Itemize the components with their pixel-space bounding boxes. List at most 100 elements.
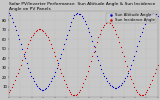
Sun Altitude Angle — [146, 18, 149, 19]
Sun Incidence Angle — [33, 32, 36, 33]
Sun Incidence Angle — [157, 64, 159, 66]
Sun Incidence Angle — [27, 43, 30, 45]
Sun Altitude Angle — [72, 18, 74, 19]
Sun Altitude Angle — [110, 85, 113, 87]
Sun Incidence Angle — [142, 94, 144, 95]
Sun Altitude Angle — [108, 82, 110, 84]
Sun Altitude Angle — [104, 78, 107, 79]
Sun Incidence Angle — [87, 70, 89, 72]
Sun Altitude Angle — [90, 36, 92, 37]
Sun Incidence Angle — [112, 26, 115, 28]
Sun Altitude Angle — [8, 12, 10, 13]
Sun Incidence Angle — [36, 29, 39, 31]
Sun Incidence Angle — [116, 37, 119, 38]
Sun Incidence Angle — [52, 51, 55, 52]
Sun Incidence Angle — [146, 89, 149, 91]
Sun Altitude Angle — [46, 85, 49, 87]
Sun Incidence Angle — [64, 83, 67, 85]
Sun Altitude Angle — [57, 62, 59, 64]
Sun Incidence Angle — [15, 76, 18, 77]
Sun Incidence Angle — [140, 94, 143, 95]
Sun Incidence Angle — [69, 91, 71, 93]
Sun Altitude Angle — [60, 53, 62, 54]
Sun Incidence Angle — [122, 56, 125, 57]
Sun Altitude Angle — [36, 85, 39, 87]
Sun Altitude Angle — [81, 16, 83, 17]
Sun Altitude Angle — [16, 34, 19, 35]
Sun Incidence Angle — [34, 30, 37, 32]
Sun Altitude Angle — [118, 85, 120, 87]
Sun Incidence Angle — [76, 93, 79, 94]
Sun Incidence Angle — [45, 34, 47, 35]
Sun Altitude Angle — [34, 83, 37, 85]
Sun Altitude Angle — [99, 64, 101, 66]
Sun Incidence Angle — [78, 91, 80, 93]
Sun Altitude Angle — [157, 16, 159, 17]
Sun Incidence Angle — [9, 89, 12, 91]
Sun Incidence Angle — [128, 75, 131, 76]
Sun Altitude Angle — [100, 68, 103, 70]
Sun Altitude Angle — [149, 14, 152, 15]
Sun Altitude Angle — [84, 20, 86, 22]
Sun Incidence Angle — [148, 86, 150, 88]
Sun Incidence Angle — [43, 32, 46, 33]
Sun Altitude Angle — [61, 48, 64, 50]
Sun Incidence Angle — [96, 41, 98, 43]
Sun Altitude Angle — [55, 67, 58, 69]
Sun Altitude Angle — [52, 75, 55, 76]
Sun Incidence Angle — [101, 26, 104, 28]
Sun Altitude Angle — [76, 12, 79, 13]
Sun Incidence Angle — [94, 46, 97, 48]
Sun Incidence Angle — [115, 33, 117, 34]
Sun Altitude Angle — [40, 89, 43, 91]
Sun Incidence Angle — [75, 94, 77, 95]
Sun Incidence Angle — [121, 51, 123, 52]
Sun Incidence Angle — [8, 91, 10, 93]
Sun Incidence Angle — [16, 72, 19, 74]
Sun Altitude Angle — [73, 15, 76, 16]
Sun Incidence Angle — [20, 64, 22, 66]
Sun Incidence Angle — [84, 79, 86, 80]
Sun Incidence Angle — [48, 40, 50, 41]
Sun Incidence Angle — [143, 93, 146, 94]
Sun Altitude Angle — [58, 58, 61, 59]
Sun Altitude Angle — [137, 40, 140, 42]
Sun Altitude Angle — [64, 38, 67, 40]
Sun Incidence Angle — [125, 65, 128, 67]
Sun Altitude Angle — [94, 50, 97, 52]
Sun Incidence Angle — [85, 75, 88, 76]
Sun Incidence Angle — [119, 46, 122, 48]
Sun Altitude Angle — [143, 23, 146, 25]
Sun Altitude Angle — [51, 78, 53, 79]
Sun Altitude Angle — [139, 36, 141, 37]
Sun Incidence Angle — [91, 56, 94, 57]
Sun Altitude Angle — [121, 82, 123, 84]
Sun Incidence Angle — [139, 94, 141, 95]
Sun Altitude Angle — [48, 83, 50, 85]
Sun Altitude Angle — [37, 87, 40, 89]
Sun Altitude Angle — [79, 14, 82, 15]
Sun Incidence Angle — [70, 93, 73, 94]
Sun Incidence Angle — [14, 80, 16, 81]
Sun Altitude Angle — [54, 71, 56, 72]
Sun Incidence Angle — [63, 80, 65, 81]
Sun Altitude Angle — [92, 45, 95, 47]
Sun Incidence Angle — [131, 82, 134, 84]
Sun Incidence Angle — [30, 37, 32, 38]
Sun Altitude Angle — [130, 64, 132, 66]
Sun Altitude Angle — [12, 21, 15, 23]
Sun Incidence Angle — [108, 21, 110, 23]
Sun Altitude Angle — [113, 87, 116, 89]
Sun Incidence Angle — [133, 86, 135, 88]
Sun Incidence Angle — [54, 55, 56, 56]
Sun Incidence Angle — [154, 72, 156, 74]
Sun Incidence Angle — [81, 86, 83, 88]
Sun Altitude Angle — [70, 21, 73, 23]
Sun Incidence Angle — [130, 79, 132, 80]
Sun Incidence Angle — [23, 55, 25, 56]
Sun Incidence Angle — [18, 68, 21, 70]
Sun Incidence Angle — [118, 41, 120, 43]
Sun Altitude Angle — [152, 12, 155, 13]
Sun Altitude Angle — [97, 60, 100, 61]
Sun Altitude Angle — [30, 75, 32, 76]
